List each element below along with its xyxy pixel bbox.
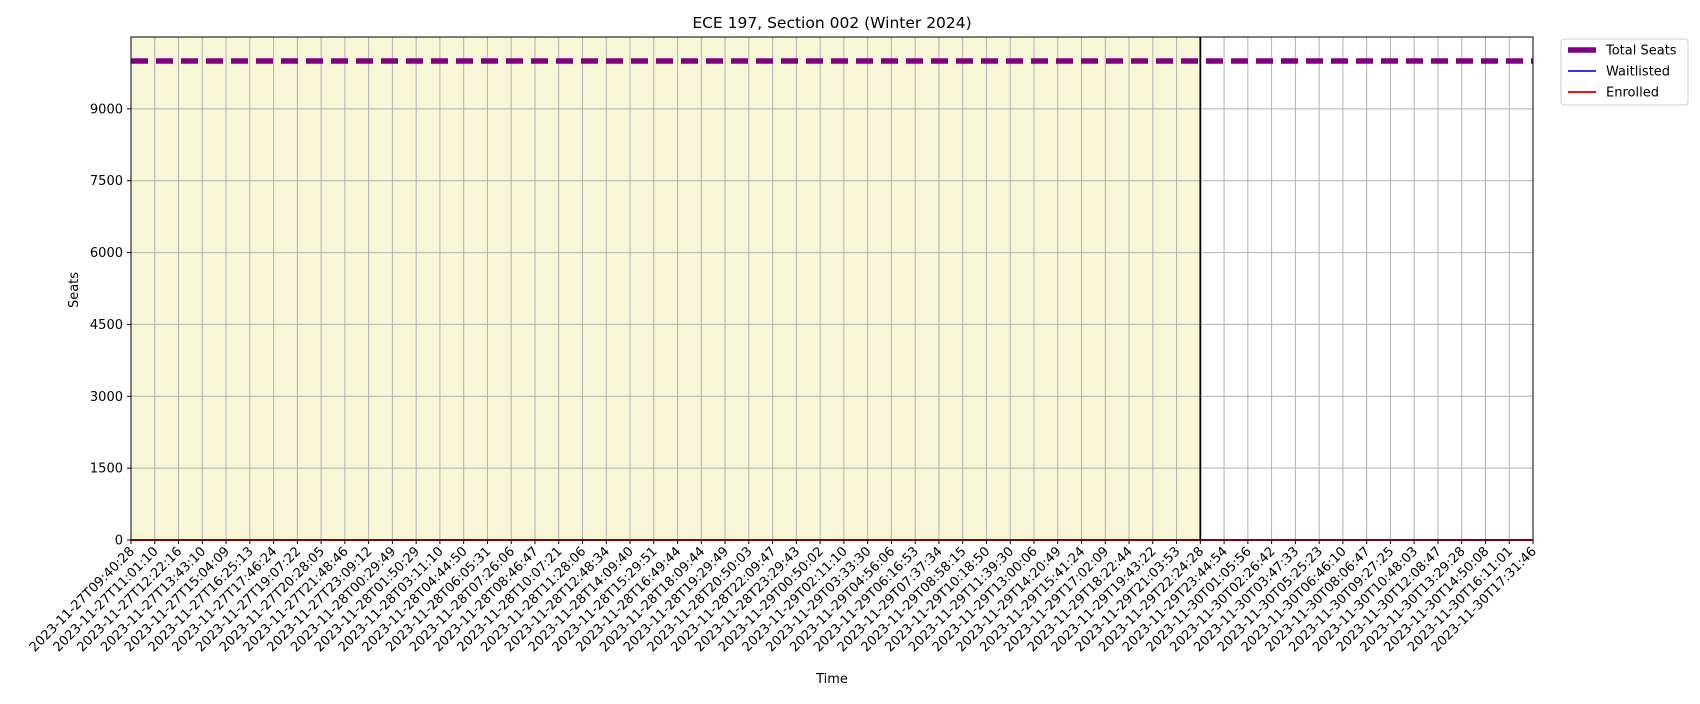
y-tick-label: 6000: [90, 246, 123, 261]
y-tick-label: 4500: [90, 318, 123, 333]
y-tick-label: 3000: [90, 390, 123, 405]
y-tick-label: 1500: [90, 462, 123, 477]
plot-frame: [130, 36, 1534, 541]
y-tick-label: 9000: [90, 102, 123, 117]
legend-box: [1560, 38, 1689, 106]
legend-label-waitlisted: Waitlisted: [1606, 65, 1670, 80]
legend: Total Seats Waitlisted Enrolled: [1560, 38, 1689, 106]
y-axis-label: Seats: [67, 272, 82, 308]
y-tick-label: 7500: [90, 174, 123, 189]
legend-label-enrolled: Enrolled: [1606, 86, 1659, 101]
shaded-region: [131, 37, 1201, 540]
legend-label-total-seats: Total Seats: [1605, 44, 1677, 59]
chart-title: ECE 197, Section 002 (Winter 2024): [692, 14, 971, 32]
x-axis-label: Time: [815, 672, 848, 687]
y-tick-label: 0: [115, 534, 123, 549]
